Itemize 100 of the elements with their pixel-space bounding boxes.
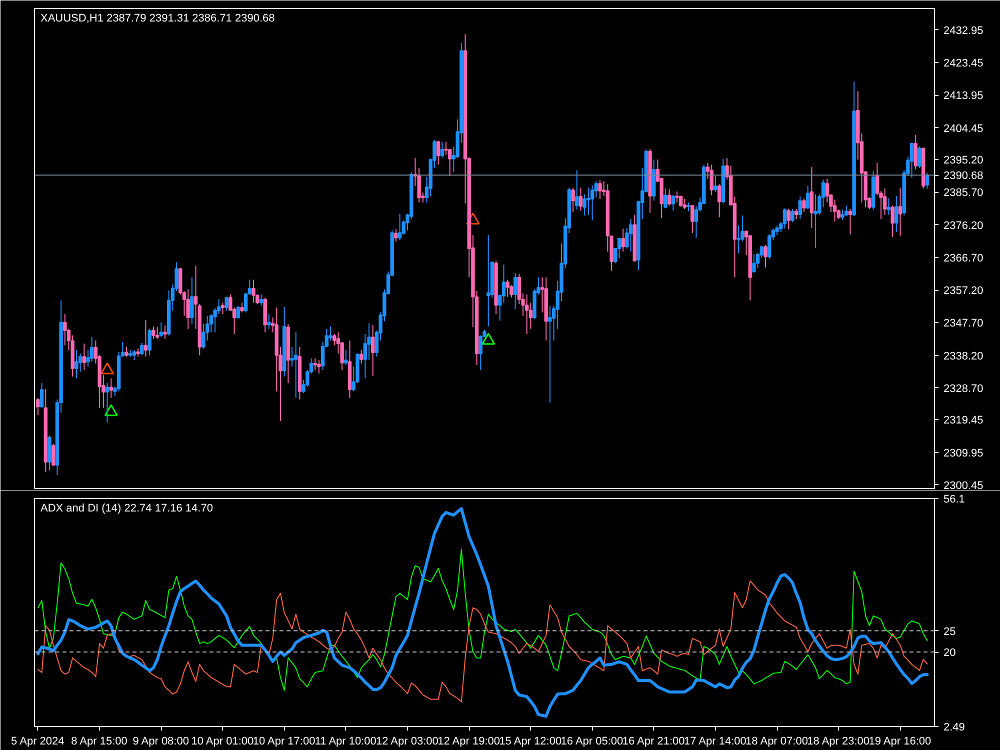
candlestick (244, 292, 248, 313)
x-tick-label: 17 Apr 14:00 (684, 736, 746, 748)
x-tick-label: 11 Apr 10:00 (314, 736, 376, 748)
candlestick (317, 360, 321, 374)
candlestick (190, 276, 194, 325)
candlestick (806, 186, 810, 210)
x-tick-label: 16 Apr 21:00 (622, 736, 685, 748)
candlestick (617, 237, 622, 259)
candlestick (313, 358, 317, 371)
candlestick (524, 294, 529, 334)
candlestick (590, 184, 594, 221)
chart-title: ADX and DI (14) 22.74 17.16 14.70 (40, 502, 213, 514)
candlestick (132, 350, 136, 361)
candlestick (155, 326, 160, 340)
y-tick-label: 2300.45 (944, 480, 984, 492)
candlestick (914, 134, 918, 170)
y-tick-label: 2413.95 (944, 90, 984, 102)
y-tick-label: 56.1 (944, 494, 965, 506)
candlestick (140, 342, 144, 356)
candlestick (40, 382, 44, 408)
x-tick-label: 9 Apr 08:00 (132, 736, 189, 748)
candlestick (798, 196, 802, 220)
y-tick-label: 2404.45 (944, 122, 984, 135)
candlestick (667, 188, 672, 206)
x-tick-label: 12 Apr 03:00 (376, 736, 438, 748)
y-tick-label: 2.49 (944, 722, 965, 734)
candlestick (571, 187, 575, 213)
y-tick-label: 2309.95 (944, 447, 984, 460)
candlestick (224, 296, 228, 312)
y-tick-label: 2338.20 (944, 350, 984, 362)
candlestick (794, 208, 798, 220)
candlestick (440, 141, 444, 158)
candlestick (513, 272, 518, 310)
candlestick (848, 208, 852, 235)
y-tick-label: 2319.45 (944, 414, 984, 427)
candlestick (152, 326, 156, 340)
candlestick (736, 224, 740, 254)
candlestick (548, 305, 552, 404)
point (466, 212, 480, 225)
candlestick (486, 234, 490, 327)
point (100, 362, 114, 374)
x-tick-label: 12 Apr 19:00 (438, 736, 500, 748)
candlestick (575, 170, 579, 210)
candlestick (717, 184, 722, 218)
candlestick (259, 294, 264, 306)
candlestick (63, 314, 67, 346)
candlestick (814, 194, 818, 248)
candlestick (436, 140, 440, 166)
candlestick (159, 322, 163, 338)
x-tick-label: 10 Apr 17:00 (252, 736, 316, 748)
candlestick (240, 302, 244, 313)
candlestick (82, 343, 86, 371)
y-tick-label: 2357.20 (944, 285, 984, 298)
candlestick (628, 218, 633, 252)
candlestick (359, 350, 364, 364)
candlestick (764, 244, 768, 268)
y-tick-label: 20 (944, 647, 956, 660)
candlestick (714, 176, 718, 192)
point (104, 404, 118, 416)
y-tick-label: 2328.70 (944, 382, 984, 395)
candlestick (782, 208, 787, 230)
chart-title: XAUUSD,H1 2387.79 2391.31 2386.71 2390.68 (40, 12, 275, 24)
candlestick (675, 191, 679, 203)
y-tick-label: 2423.45 (944, 58, 984, 70)
candlestick (898, 187, 902, 236)
candlestick (664, 188, 668, 209)
candlestick (124, 346, 128, 358)
candlestick (90, 336, 94, 362)
candlestick (710, 164, 714, 196)
x-tick-label: 16 Apr 05:00 (560, 736, 624, 748)
y-tick-label: 2366.70 (944, 252, 984, 264)
y-tick-label: 2376.20 (944, 220, 984, 232)
candlestick (810, 166, 814, 228)
y-tick-label: 2432.95 (944, 24, 984, 37)
y-tick-label: 2347.70 (944, 318, 984, 330)
candlestick (267, 314, 271, 330)
line-series (37, 580, 928, 702)
x-tick-label: 19 Apr 16:00 (868, 736, 932, 748)
candlestick (890, 205, 894, 238)
candlestick (825, 178, 829, 203)
candlestick (144, 319, 148, 358)
y-tick-label: 2395.20 (944, 154, 984, 167)
candlestick (236, 305, 240, 320)
y-tick-label: 25 (944, 626, 956, 638)
x-tick-label: 5 Apr 2024 (11, 736, 64, 748)
x-tick-label: 8 Apr 15:00 (71, 736, 128, 748)
candlestick (105, 382, 110, 424)
candlestick (840, 209, 844, 220)
candlestick (671, 194, 675, 212)
candlestick (444, 141, 448, 156)
candlestick (918, 146, 922, 168)
candlestick (682, 198, 687, 210)
candlestick (252, 279, 256, 304)
x-tick-label: 15 Apr 12:00 (499, 736, 562, 748)
candlestick (148, 328, 152, 356)
candlestick (894, 195, 898, 233)
candlestick (910, 142, 914, 178)
candlestick (790, 208, 794, 223)
ref-line-label: 2390.68 (944, 170, 984, 182)
candlestick (371, 324, 375, 376)
